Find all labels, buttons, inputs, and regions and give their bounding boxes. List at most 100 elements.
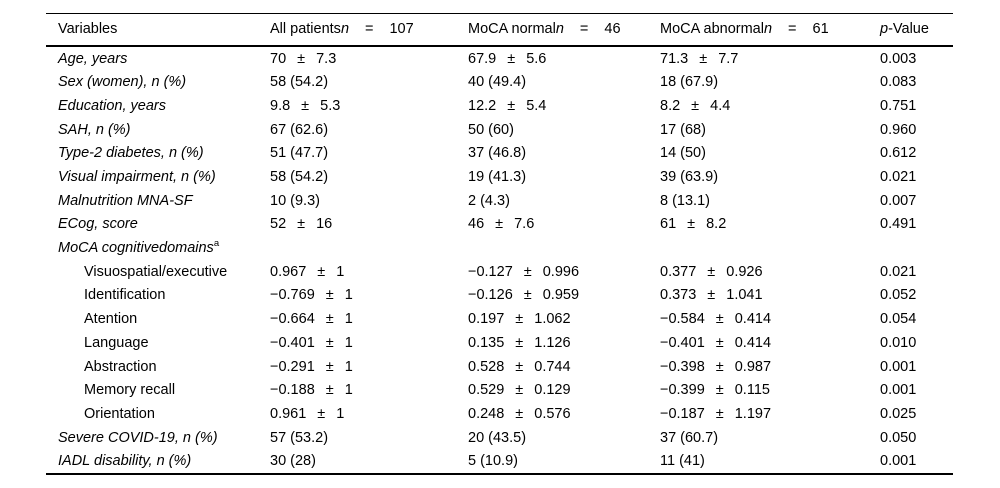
mean-value: 61 (660, 216, 677, 233)
sd-value: 5.6 (526, 50, 547, 67)
table-row: Severe COVID-19, n (%) 57 (53.2) 20 (43.… (46, 426, 953, 450)
variable-label: MoCA cognitivedomainsa (58, 238, 220, 257)
mean-value: −0.291 (270, 358, 315, 375)
sd-value: 7.7 (718, 50, 739, 67)
n-symbol: n (763, 21, 773, 38)
table-row: Malnutrition MNA-SF 10 (9.3) 2 (4.3) 8 (… (46, 189, 953, 213)
stat-cell-moca-abnormal: 39 (63.9) (660, 169, 719, 186)
stat-cell-moca-normal: 0.197 ±1.062 (468, 312, 660, 327)
mean-value: −0.127 (468, 263, 513, 280)
table-row: Atention −0.664 ±1 0.197 ±1.062 −0.584 ±0.4… (46, 308, 953, 332)
group-count: 46 (604, 21, 621, 38)
p-value-cell: 0.003 (880, 50, 917, 67)
p-value-cell: 0.007 (880, 192, 917, 209)
mean-value: 0.373 (660, 287, 697, 304)
sd-value: 0.414 (734, 311, 772, 328)
plus-minus-sign: ± (699, 50, 708, 67)
stat-cell-all-patients: 70 ±7.3 (270, 50, 468, 67)
sd-value: 1 (336, 405, 345, 422)
stat-cell-all-patients: 10 (9.3) (270, 192, 320, 209)
variable-label: Memory recall (84, 382, 176, 399)
table-row: SAH, n (%) 67 (62.6) 50 (60) 17 (68) 0.9… (46, 118, 953, 142)
sd-value: 1.197 (734, 405, 772, 422)
plus-minus-sign: ± (301, 97, 310, 114)
sd-value: 1.126 (534, 334, 571, 351)
mean-value: 70 (270, 50, 287, 67)
plus-minus-sign: ± (707, 287, 716, 304)
mean-value: −0.664 (270, 311, 315, 328)
stat-cell-moca-normal: −0.126 ±0.959 (468, 288, 660, 303)
stat-cell-all-patients: 67 (62.6) (270, 121, 329, 138)
mean-value: −0.187 (660, 405, 705, 422)
sd-value: 16 (316, 216, 333, 233)
stat-cell-moca-abnormal: 61 ±8.2 (660, 217, 880, 232)
stat-cell-all-patients: −0.664 ±1 (270, 312, 468, 327)
variable-label: Type-2 diabetes, n (%) (58, 145, 204, 162)
stat-cell-moca-abnormal: −0.399 ±0.115 (660, 383, 880, 398)
p-symbol: p (880, 21, 889, 38)
mean-value: 0.377 (660, 263, 697, 280)
p-value-cell: 0.612 (880, 145, 917, 162)
stat-cell-moca-abnormal: −0.398 ±0.987 (660, 358, 880, 375)
p-value-cell: 0.083 (880, 74, 917, 91)
stat-cell-moca-abnormal: 8.2 ±4.4 (660, 99, 880, 114)
stat-cell-moca-abnormal: −0.187 ±1.197 (660, 407, 880, 422)
table-row: Memory recall −0.188 ±1 0.529 ±0.129 −0.39… (46, 379, 953, 403)
p-value-cell: 0.751 (880, 97, 917, 114)
stat-cell-moca-normal: −0.127 ±0.996 (468, 265, 660, 280)
stat-cell-all-patients: 58 (54.2) (270, 169, 329, 186)
plus-minus-sign: ± (297, 50, 306, 67)
p-value-cell: 0.050 (880, 429, 917, 446)
variable-label: ECog, score (58, 216, 138, 233)
stat-cell-all-patients: −0.401 ±1 (270, 336, 468, 351)
variable-label: IADL disability, n (%) (58, 453, 192, 470)
mean-value: 12.2 (468, 97, 497, 114)
plus-minus-sign: ± (495, 216, 504, 233)
variable-label: Language (84, 334, 149, 351)
plus-minus-sign: ± (523, 287, 532, 304)
stat-cell-all-patients: 57 (53.2) (270, 429, 329, 446)
table-body: Age, years 70 ±7.3 67.9 ±5.6 71.3 ±7.7 0.00… (46, 47, 953, 473)
stat-cell-all-patients: 58 (54.2) (270, 74, 329, 91)
stat-cell-all-patients: −0.188 ±1 (270, 383, 468, 398)
sd-value: 4.4 (710, 97, 731, 114)
sd-value: 0.996 (542, 263, 580, 280)
plus-minus-sign: ± (297, 216, 306, 233)
stat-cell-moca-abnormal: 37 (60.7) (660, 429, 719, 446)
sd-value: 8.2 (706, 216, 727, 233)
stat-cell-moca-abnormal: 8 (13.1) (660, 192, 710, 209)
stat-cell-moca-abnormal: −0.401 ±0.414 (660, 336, 880, 351)
mean-value: −0.584 (660, 311, 705, 328)
column-header-moca-normal: MoCA normaln = 46 (468, 22, 660, 37)
stat-cell-moca-normal: 2 (4.3) (468, 192, 510, 209)
stat-cell-all-patients: 52 ±16 (270, 217, 468, 232)
plus-minus-sign: ± (515, 311, 524, 328)
column-header-moca-abnormal: MoCA abnormaln = 61 (660, 22, 880, 37)
p-value-cell: 0.001 (880, 358, 917, 375)
stat-cell-moca-normal: 37 (46.8) (468, 145, 527, 162)
plus-minus-sign: ± (507, 50, 516, 67)
mean-value: −0.398 (660, 358, 705, 375)
stat-cell-moca-normal: 0.135 ±1.126 (468, 336, 660, 351)
plus-minus-sign: ± (715, 382, 724, 399)
mean-value: 0.135 (468, 334, 505, 351)
table-row: Orientation 0.961 ±1 0.248 ±0.576 −0.187 ±1… (46, 402, 953, 426)
mean-value: −0.188 (270, 382, 315, 399)
stat-cell-all-patients: −0.291 ±1 (270, 358, 468, 375)
mean-value: −0.399 (660, 382, 705, 399)
plus-minus-sign: ± (507, 97, 516, 114)
sd-value: 5.4 (526, 97, 547, 114)
mean-value: 71.3 (660, 50, 689, 67)
plus-minus-sign: ± (715, 334, 724, 351)
column-header-p-value: p-Value (880, 22, 953, 37)
group-count: 61 (812, 21, 829, 38)
stat-cell-all-patients: 9.8 ±5.3 (270, 99, 468, 114)
sd-value: 7.3 (316, 50, 337, 67)
variable-label: Severe COVID-19, n (%) (58, 429, 218, 446)
plus-minus-sign: ± (325, 358, 334, 375)
p-value-cell: 0.054 (880, 311, 917, 328)
variable-label: Age, years (58, 50, 128, 67)
group-count: 107 (389, 21, 414, 38)
plus-minus-sign: ± (325, 287, 334, 304)
